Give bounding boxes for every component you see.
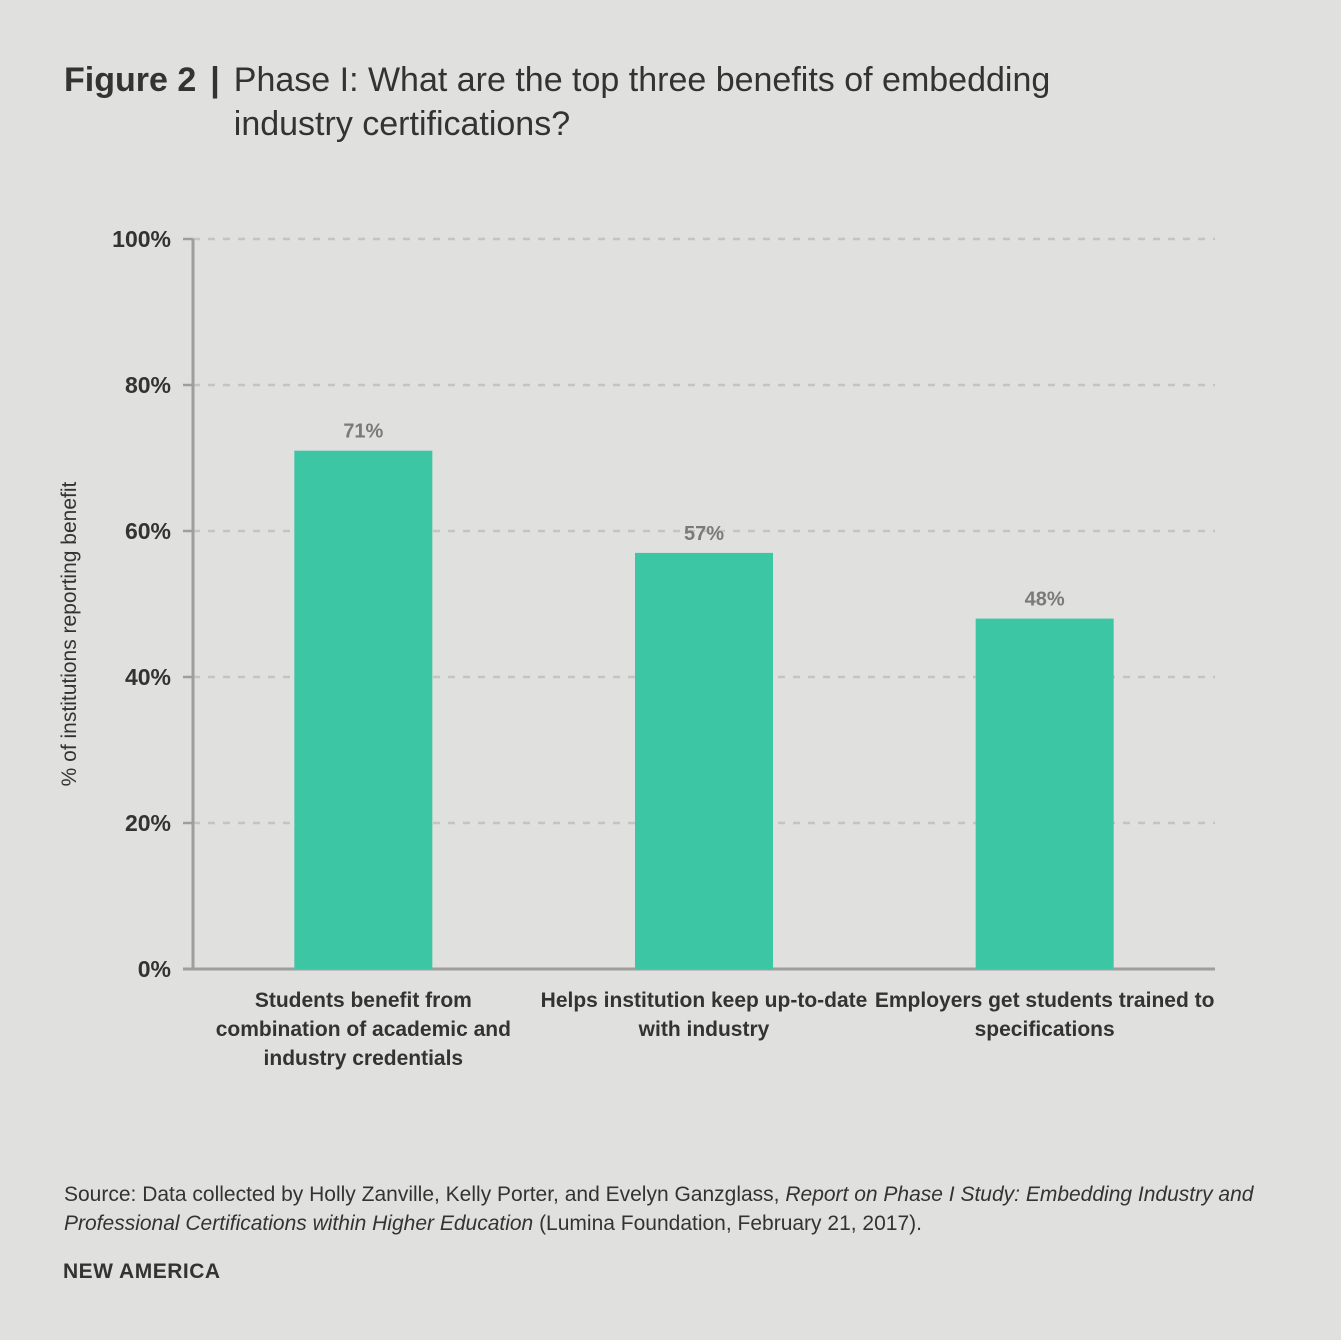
y-tick-label: 60%: [125, 518, 171, 544]
bar: [975, 618, 1114, 969]
source-title: Report on Phase I Study: Embedding Indus…: [64, 1183, 1254, 1235]
bar: [294, 450, 433, 969]
bar: [635, 552, 773, 969]
x-category-label: Students benefit from combination of aca…: [215, 989, 511, 1070]
figure-header: Figure 2 | Phase I: What are the top thr…: [64, 58, 1134, 146]
y-tick-label: 0%: [138, 956, 171, 982]
chart-title: Phase I: What are the top three benefits…: [233, 61, 1051, 143]
y-tick-label: 100%: [112, 226, 171, 252]
figure-separator: |: [210, 61, 220, 99]
bar-value-label: 48%: [1025, 589, 1065, 611]
x-category-label: Helps institution keep up-to-date with i…: [540, 989, 868, 1041]
source-prefix: Source: Data collected by Holly Zanville…: [64, 1183, 786, 1206]
figure-label: Figure 2: [64, 61, 197, 99]
y-tick-label: 40%: [125, 664, 171, 690]
bar-value-label: 71%: [343, 421, 383, 443]
x-category-label: Employers get students trained to specif…: [874, 989, 1215, 1041]
y-tick-label: 80%: [125, 372, 171, 398]
source-suffix: (Lumina Foundation, February 21, 2017).: [533, 1212, 922, 1235]
source-note: Source: Data collected by Holly Zanville…: [64, 1180, 1279, 1238]
y-tick-label: 20%: [125, 810, 171, 836]
bar-value-label: 57%: [684, 523, 724, 545]
brand-logo-text: NEW AMERICA: [63, 1260, 221, 1283]
y-axis-label: % of institutions reporting benefit: [58, 482, 81, 787]
